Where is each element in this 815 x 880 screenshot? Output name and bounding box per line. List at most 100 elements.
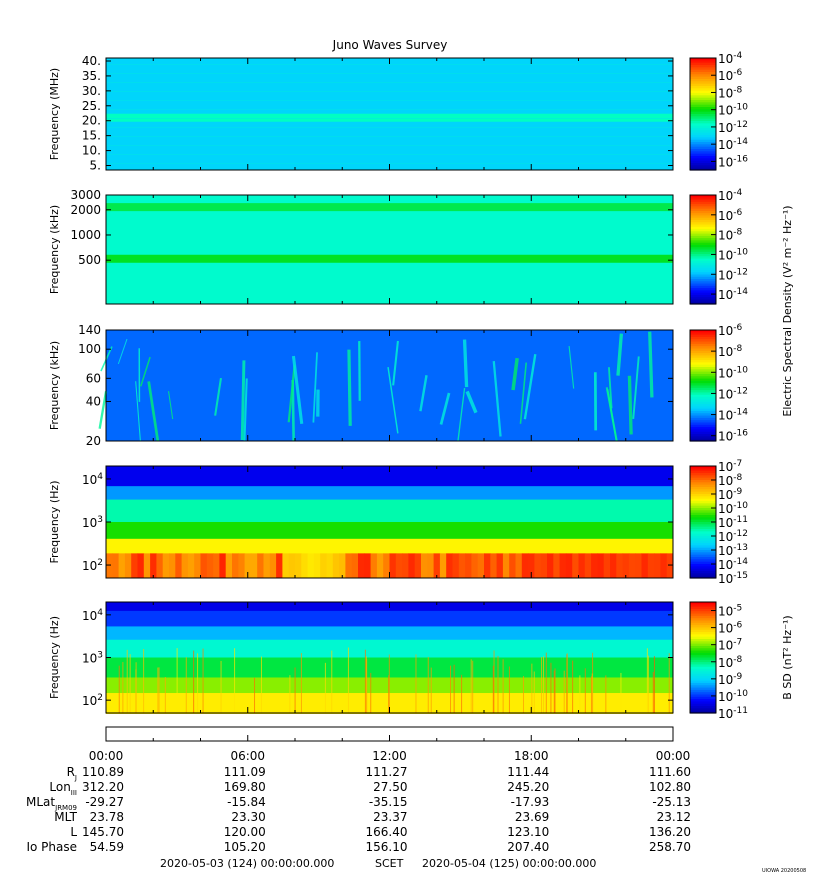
spectrogram-panel-5: 104 103 102 Frequency (Hz) 10-5 10-6 10-7 10-8 1… bbox=[48, 601, 794, 721]
colorbar-tick-5-2: 10-6 bbox=[718, 621, 743, 636]
emission-band-2-1 bbox=[106, 203, 673, 212]
y-axis-label-1: Frequency (MHz) bbox=[48, 68, 61, 160]
ephemeris-value-2-2: 169.80 bbox=[224, 780, 266, 794]
ephemeris-value-4-2: 23.30 bbox=[231, 810, 265, 824]
colorbar-tick-5-5: 10-9 bbox=[718, 672, 743, 687]
figure-title: Juno Waves Survey bbox=[332, 38, 448, 52]
footer-credit: UIOWA 20200508 bbox=[762, 868, 806, 874]
colorbar-tick-1-6: 10-14 bbox=[718, 137, 748, 152]
time-label-4: 18:00 bbox=[514, 749, 549, 763]
ephemeris-value-4-1: 23.78 bbox=[90, 810, 124, 824]
y-tick-label-4-3: 102 bbox=[82, 558, 103, 573]
colorbar-tick-2-3: 10-8 bbox=[718, 228, 743, 243]
colorbar-tick-5-4: 10-8 bbox=[718, 655, 743, 670]
colorbar-tick-1-1: 10-4 bbox=[718, 51, 743, 66]
ephemeris-value-4-5: 23.12 bbox=[657, 810, 691, 824]
colorbar-tick-2-4: 10-10 bbox=[718, 247, 748, 262]
y-tick-label-2-4: 500 bbox=[78, 253, 101, 267]
y-tick-label-5-2: 103 bbox=[82, 651, 103, 666]
footer-start: 2020-05-03 (124) 00:00:00.000 bbox=[160, 857, 334, 870]
colorbar-tick-4-1: 10-7 bbox=[718, 459, 742, 474]
panels: 40.35.30.25.20.15.10.5. Frequency (MHz) 10… bbox=[48, 51, 794, 721]
ephemeris-value-3-3: -35.15 bbox=[369, 795, 408, 809]
esd-shared-label: Electric Spectral Density (V² m⁻² Hz⁻¹) bbox=[781, 205, 794, 416]
colorbar-tick-2-6: 10-14 bbox=[718, 287, 748, 302]
ephemeris-value-6-3: 156.10 bbox=[366, 840, 408, 854]
colorbar-tick-3-6: 10-16 bbox=[718, 429, 748, 444]
ephemeris-value-3-2: -15.84 bbox=[227, 795, 266, 809]
emission-band-2-2 bbox=[106, 254, 673, 263]
ephemeris-row-label-4: MLT bbox=[54, 810, 77, 824]
ephemeris-row-label-3: MLatJRM09 bbox=[26, 795, 77, 812]
colorbar-tick-4-7: 10-13 bbox=[718, 543, 748, 558]
y-tick-label-4-2: 103 bbox=[82, 515, 103, 530]
ephemeris-value-1-1: 110.89 bbox=[82, 765, 124, 779]
colorbar-tick-3-2: 10-8 bbox=[718, 344, 743, 359]
ephemeris-value-6-5: 258.70 bbox=[649, 840, 691, 854]
y-tick-label-3-4: 40 bbox=[86, 394, 101, 408]
ephemeris-value-2-5: 102.80 bbox=[649, 780, 691, 794]
time-label-1: 00:00 bbox=[89, 749, 124, 763]
colorbar-tick-4-5: 10-11 bbox=[718, 515, 748, 530]
spectrogram-panel-4: 104 103 102 Frequency (Hz) 10-710-810-910-10… bbox=[48, 459, 748, 586]
ephemeris-value-1-5: 111.60 bbox=[649, 765, 691, 779]
spectrogram-image-1 bbox=[106, 58, 673, 170]
spectrogram-image-2 bbox=[106, 195, 673, 304]
y-tick-label-2-3: 1000 bbox=[70, 228, 101, 242]
y-tick-label-3-3: 60 bbox=[86, 371, 101, 385]
ephemeris-value-5-4: 123.10 bbox=[507, 825, 549, 839]
spectrogram-panel-3: 140 100 60 40 20 Frequency (kHz) 10-6 10-8 10-10… bbox=[48, 323, 748, 448]
y-tick-label-3-2: 100 bbox=[78, 342, 101, 356]
colorbar-tick-3-1: 10-6 bbox=[718, 323, 743, 338]
colorbar-tick-1-4: 10-10 bbox=[718, 103, 748, 118]
ephemeris-row-label-2: LonIII bbox=[49, 780, 77, 797]
y-tick-label-5-1: 104 bbox=[82, 608, 103, 623]
colorbar-tick-3-5: 10-14 bbox=[718, 408, 748, 423]
ephemeris-value-1-3: 111.27 bbox=[366, 765, 408, 779]
footer-end: 2020-05-04 (125) 00:00:00.000 bbox=[422, 857, 596, 870]
colorbar-tick-1-5: 10-12 bbox=[718, 120, 748, 135]
y-axis-label-4: Frequency (Hz) bbox=[48, 481, 61, 564]
y-tick-label-2-1: 3000 bbox=[70, 188, 101, 202]
colorbar-5: 10-5 10-6 10-7 10-8 10-9 10-10 10-11 B SD (nT² … bbox=[689, 601, 794, 721]
y-axis-label-2: Frequency (kHz) bbox=[48, 205, 61, 294]
ephemeris-row-label-1: RJ bbox=[67, 765, 77, 782]
colorbar-tick-5-1: 10-5 bbox=[718, 604, 742, 619]
ephemeris-value-5-3: 166.40 bbox=[366, 825, 408, 839]
ephemeris-value-1-2: 111.09 bbox=[224, 765, 266, 779]
colorbar-1: 10-4 10-6 10-8 10-10 10-12 10-14 10-16 bbox=[689, 51, 748, 171]
ephemeris-value-1-4: 111.44 bbox=[507, 765, 549, 779]
colorbar-tick-5-3: 10-7 bbox=[718, 638, 742, 653]
time-label-3: 12:00 bbox=[372, 749, 407, 763]
colorbar-tick-3-4: 10-12 bbox=[718, 386, 748, 401]
colorbar-4: 10-710-810-910-1010-1110-1210-1310-1410-… bbox=[689, 459, 748, 586]
colorbar-tick-2-1: 10-4 bbox=[718, 188, 743, 203]
colorbar-2: 10-4 10-6 10-8 10-10 10-12 10-14 bbox=[689, 188, 748, 305]
y-tick-label-3-1: 140 bbox=[78, 323, 101, 337]
ephemeris-row-label-6: Io Phase bbox=[26, 840, 77, 854]
time-label-5: 00:00 bbox=[656, 749, 691, 763]
spectrogram-image-4 bbox=[106, 466, 674, 578]
ephemeris-value-5-1: 145.70 bbox=[82, 825, 124, 839]
colorbar-tick-4-2: 10-8 bbox=[718, 473, 743, 488]
ephemeris-value-6-4: 207.40 bbox=[507, 840, 549, 854]
footer-mid: SCET bbox=[375, 857, 404, 870]
colorbar-tick-4-4: 10-10 bbox=[718, 501, 748, 516]
y-tick-label-5-3: 102 bbox=[82, 693, 103, 708]
ephemeris-value-6-1: 54.59 bbox=[90, 840, 124, 854]
ephemeris-value-6-2: 105.20 bbox=[224, 840, 266, 854]
y-axis-label-3: Frequency (kHz) bbox=[48, 341, 61, 430]
colorbar-tick-2-2: 10-6 bbox=[718, 208, 743, 223]
ephemeris-value-2-1: 312.20 bbox=[82, 780, 124, 794]
y-tick-label-1-4: 25. bbox=[82, 99, 101, 113]
y-tick-label-1-1: 40. bbox=[82, 54, 101, 68]
ephemeris-value-4-4: 23.69 bbox=[515, 810, 549, 824]
colorbar-tick-5-6: 10-10 bbox=[718, 689, 748, 704]
y-axis-label-5: Frequency (Hz) bbox=[48, 616, 61, 699]
y-tick-label-2-2: 2000 bbox=[70, 203, 101, 217]
y-tick-label-1-2: 35. bbox=[82, 69, 101, 83]
emission-band-1-1 bbox=[106, 113, 673, 122]
colorbar-tick-4-3: 10-9 bbox=[718, 487, 743, 502]
